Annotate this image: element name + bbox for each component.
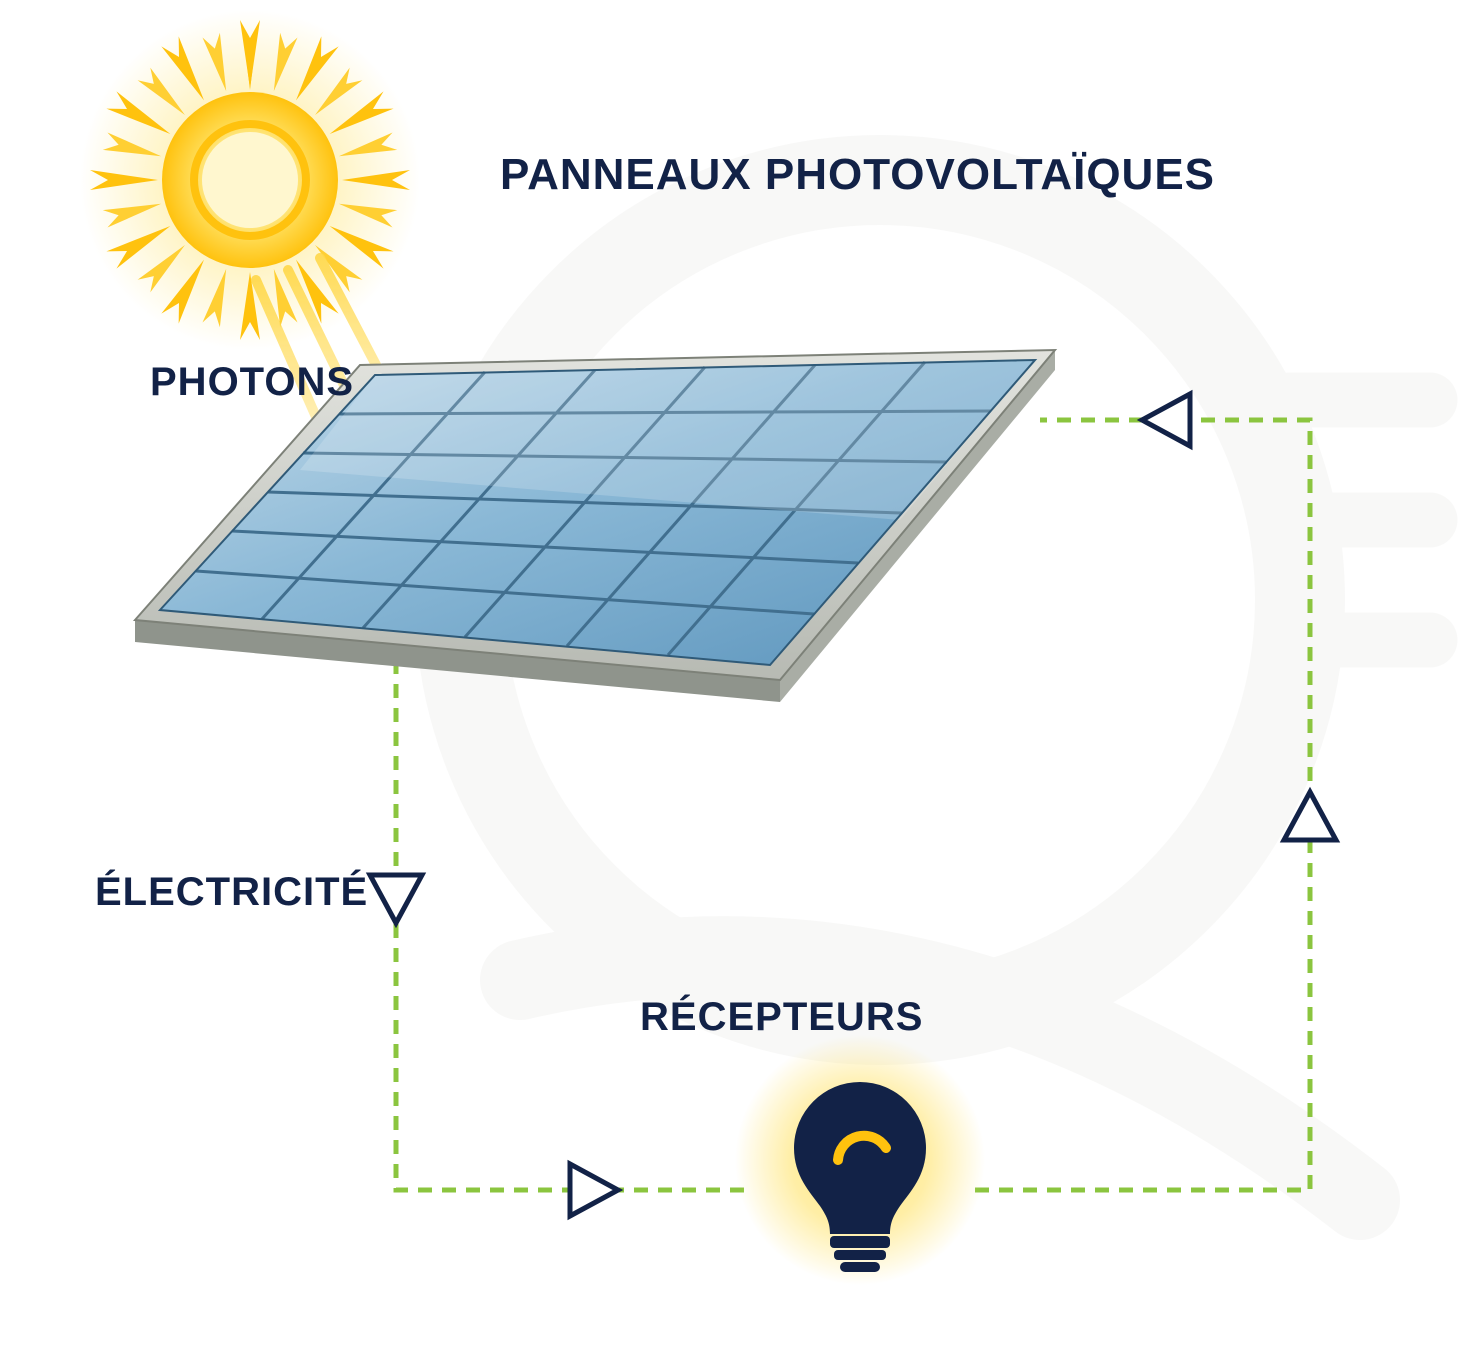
diagram-canvas: PANNEAUX PHOTOVOLTAÏQUES PHOTONS ÉLECTRI… [0, 0, 1476, 1356]
arrow-left-icon [1142, 394, 1190, 446]
sun-icon [80, 10, 420, 350]
label-photons: PHOTONS [150, 360, 354, 405]
arrow-right-icon [570, 1164, 618, 1216]
background-watermark [460, 180, 1430, 1200]
label-panel-title: PANNEAUX PHOTOVOLTAÏQUES [500, 150, 1215, 200]
arrow-down-icon [370, 875, 422, 923]
diagram-svg [0, 0, 1476, 1356]
label-receivers: RÉCEPTEURS [640, 995, 923, 1040]
lightbulb-icon [735, 1035, 985, 1285]
label-electricity: ÉLECTRICITÉ [95, 870, 368, 915]
